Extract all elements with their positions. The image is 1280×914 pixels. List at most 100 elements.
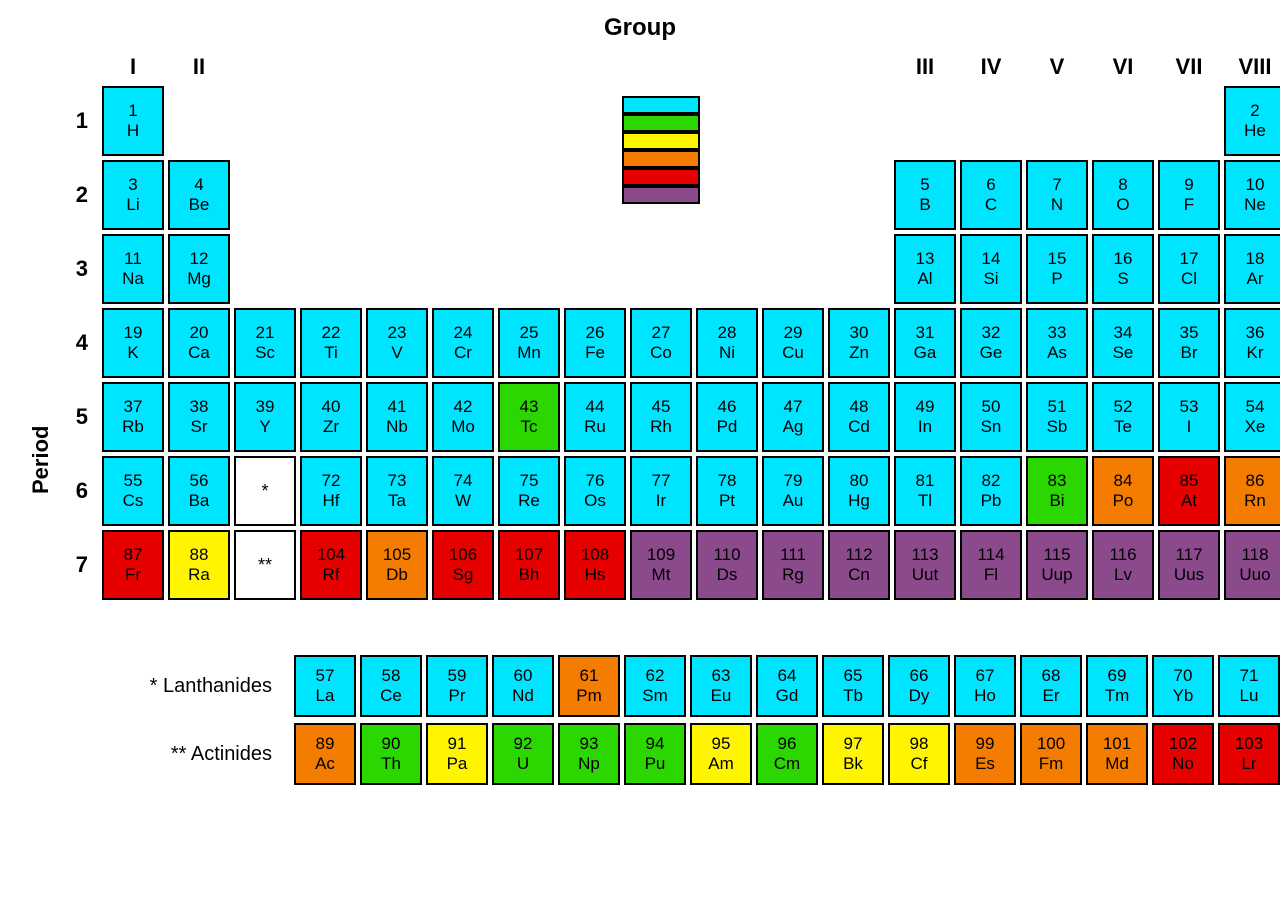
element-cell: 30Zn bbox=[828, 308, 890, 378]
element-cell: 33As bbox=[1026, 308, 1088, 378]
legend-swatch bbox=[622, 114, 700, 132]
element-cell: 83Bi bbox=[1026, 456, 1088, 526]
element-symbol: Fm bbox=[1039, 754, 1064, 774]
atomic-number: 86 bbox=[1246, 471, 1265, 491]
element-cell: 85At bbox=[1158, 456, 1220, 526]
element-cell: 116Lv bbox=[1092, 530, 1154, 600]
group-header bbox=[234, 48, 296, 82]
element-cell: 111Rg bbox=[762, 530, 824, 600]
atomic-number: 25 bbox=[520, 323, 539, 343]
element-symbol: Li bbox=[126, 195, 139, 215]
atomic-number: 24 bbox=[454, 323, 473, 343]
element-symbol: Pb bbox=[981, 491, 1002, 511]
atomic-number: 116 bbox=[1109, 545, 1136, 565]
atomic-number: 106 bbox=[449, 545, 477, 565]
element-symbol: Fr bbox=[125, 565, 141, 585]
element-cell: 79Au bbox=[762, 456, 824, 526]
element-cell: 46Pd bbox=[696, 382, 758, 452]
atomic-number: 94 bbox=[646, 734, 665, 754]
element-cell: 31Ga bbox=[894, 308, 956, 378]
element-symbol: Se bbox=[1113, 343, 1134, 363]
element-cell: 52Te bbox=[1092, 382, 1154, 452]
f-block-placeholder: ** bbox=[234, 530, 296, 600]
atomic-number: 66 bbox=[910, 666, 929, 686]
element-symbol: Gd bbox=[776, 686, 799, 706]
actinide-row: ** Actinides89Ac90Th91Pa92U93Np94Pu95Am9… bbox=[50, 723, 1270, 785]
element-cell: 63Eu bbox=[690, 655, 752, 717]
element-cell: 106Sg bbox=[432, 530, 494, 600]
element-symbol: Md bbox=[1105, 754, 1129, 774]
element-symbol: Tb bbox=[843, 686, 863, 706]
atomic-number: 67 bbox=[976, 666, 995, 686]
element-symbol: Mt bbox=[652, 565, 671, 585]
element-cell: 48Cd bbox=[828, 382, 890, 452]
period-axis-title: Period bbox=[28, 426, 54, 494]
atomic-number: 69 bbox=[1108, 666, 1127, 686]
element-symbol: Fl bbox=[984, 565, 998, 585]
element-symbol: Na bbox=[122, 269, 144, 289]
atomic-number: 104 bbox=[317, 545, 345, 565]
f-block-placeholder: * bbox=[234, 456, 296, 526]
f-block-label: * Lanthanides bbox=[50, 655, 290, 717]
element-cell: 86Rn bbox=[1224, 456, 1280, 526]
element-symbol: Hs bbox=[585, 565, 606, 585]
element-symbol: Tl bbox=[918, 491, 932, 511]
element-symbol: K bbox=[127, 343, 138, 363]
atomic-number: 7 bbox=[1052, 175, 1061, 195]
atomic-number: 96 bbox=[778, 734, 797, 754]
atomic-number: 108 bbox=[581, 545, 609, 565]
element-symbol: Cm bbox=[774, 754, 800, 774]
element-cell: 3Li bbox=[102, 160, 164, 230]
atomic-number: 72 bbox=[322, 471, 341, 491]
atomic-number: 42 bbox=[454, 397, 473, 417]
element-symbol: Ac bbox=[315, 754, 335, 774]
atomic-number: 10 bbox=[1246, 175, 1265, 195]
f-block-label: ** Actinides bbox=[50, 723, 290, 785]
element-symbol: Lv bbox=[1114, 565, 1132, 585]
element-cell: 65Tb bbox=[822, 655, 884, 717]
atomic-number: 71 bbox=[1240, 666, 1259, 686]
atomic-number: 28 bbox=[718, 323, 737, 343]
element-symbol: Am bbox=[708, 754, 734, 774]
atomic-number: 57 bbox=[316, 666, 335, 686]
element-symbol: Ba bbox=[189, 491, 210, 511]
element-cell: 47Ag bbox=[762, 382, 824, 452]
element-cell: 71Lu bbox=[1218, 655, 1280, 717]
element-cell: 62Sm bbox=[624, 655, 686, 717]
element-symbol: In bbox=[918, 417, 932, 437]
atomic-number: 21 bbox=[256, 323, 275, 343]
element-symbol: Ge bbox=[980, 343, 1003, 363]
element-cell: 42Mo bbox=[432, 382, 494, 452]
element-cell: 45Rh bbox=[630, 382, 692, 452]
atomic-number: 113 bbox=[911, 545, 938, 565]
atomic-number: 60 bbox=[514, 666, 533, 686]
atomic-number: 3 bbox=[128, 175, 137, 195]
element-cell: 20Ca bbox=[168, 308, 230, 378]
element-symbol: Ra bbox=[188, 565, 210, 585]
element-symbol: Ho bbox=[974, 686, 996, 706]
element-cell: 14Si bbox=[960, 234, 1022, 304]
atomic-number: 70 bbox=[1174, 666, 1193, 686]
element-cell: 60Nd bbox=[492, 655, 554, 717]
element-symbol: Sn bbox=[981, 417, 1002, 437]
atomic-number: 32 bbox=[982, 323, 1001, 343]
atomic-number: 51 bbox=[1048, 397, 1067, 417]
atomic-number: 23 bbox=[388, 323, 407, 343]
element-cell: 72Hf bbox=[300, 456, 362, 526]
atomic-number: 62 bbox=[646, 666, 665, 686]
element-cell: 113Uut bbox=[894, 530, 956, 600]
atomic-number: 29 bbox=[784, 323, 803, 343]
element-symbol: Eu bbox=[711, 686, 732, 706]
group-header: V bbox=[1026, 48, 1088, 82]
atomic-number: 58 bbox=[382, 666, 401, 686]
atomic-number: 6 bbox=[986, 175, 995, 195]
element-cell: 104Rf bbox=[300, 530, 362, 600]
element-symbol: Tc bbox=[521, 417, 538, 437]
element-symbol: Uup bbox=[1041, 565, 1072, 585]
element-cell: 39Y bbox=[234, 382, 296, 452]
element-cell: 17Cl bbox=[1158, 234, 1220, 304]
element-symbol: Ce bbox=[380, 686, 402, 706]
atomic-number: 103 bbox=[1235, 734, 1263, 754]
atomic-number: 90 bbox=[382, 734, 401, 754]
element-cell: 37Rb bbox=[102, 382, 164, 452]
